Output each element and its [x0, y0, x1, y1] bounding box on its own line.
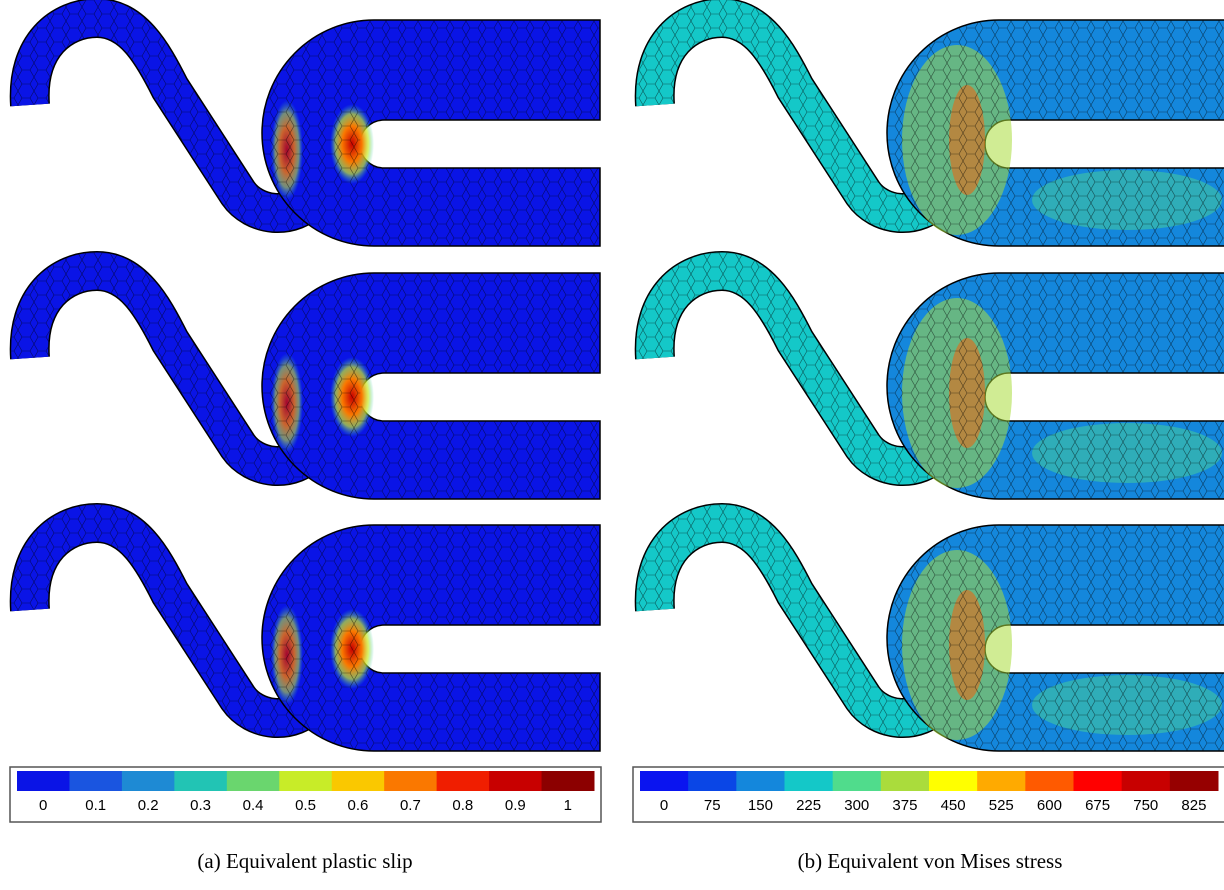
colorbar-segment: [784, 771, 834, 791]
colorbar-tick-label: 300: [844, 797, 869, 814]
colorbar-tick-label: 600: [1037, 797, 1062, 814]
colorbar-segment: [279, 771, 333, 791]
colorbar-segment: [977, 771, 1026, 791]
colorbar-segment: [121, 771, 175, 791]
colorbar-segment: [174, 771, 228, 791]
colorbar-segment: [688, 771, 737, 791]
colorbar-segment: [541, 771, 595, 791]
colorbar-tick-label: 150: [748, 797, 773, 814]
colorbar-segment: [1169, 771, 1219, 791]
colorbar-tick-label: 825: [1181, 797, 1206, 814]
colorbar-segment: [226, 771, 280, 791]
colorbar-segment: [1121, 771, 1171, 791]
colorbar-tick-label: 0.4: [243, 797, 264, 814]
specimen: [9, 502, 601, 752]
colorbar-tick-label: 0.6: [348, 797, 369, 814]
colorbar-tick-label: 0: [660, 797, 668, 814]
colorbar-segment: [1073, 771, 1123, 791]
colorbar-tick-label: 0.1: [85, 797, 106, 814]
colorbar-tick-label: 375: [892, 797, 917, 814]
colorbar-segment: [69, 771, 123, 791]
colorbar-tick-label: 0.9: [505, 797, 526, 814]
colorbar-tick-label: 0: [39, 797, 47, 814]
colorbar-tick-label: 225: [796, 797, 821, 814]
colorbar-tick-label: 0.2: [138, 797, 159, 814]
specimen: [9, 0, 601, 247]
colorbar-segment: [880, 771, 930, 791]
colorbar-tick-label: 0.5: [295, 797, 316, 814]
colorbar-segment: [640, 771, 689, 791]
colorbar-tick-label: 675: [1085, 797, 1110, 814]
specimen: [634, 502, 1224, 752]
colorbar-tick-label: 525: [989, 797, 1014, 814]
colorbar-frame: [9, 766, 602, 823]
colorbar-segment: [1025, 771, 1074, 791]
colorbar-frame: [632, 766, 1224, 823]
colorbar-tick-label: 1: [564, 797, 572, 814]
colorbar-tick-label: 0.8: [452, 797, 473, 814]
colorbar-segment: [17, 771, 70, 791]
specimen: [634, 0, 1224, 247]
colorbar-segment: [384, 771, 438, 791]
colorbar-tick-label: 0.7: [400, 797, 421, 814]
colorbar-segment: [736, 771, 785, 791]
colorbar-tick-label: 450: [941, 797, 966, 814]
caption: (b) Equivalent von Mises stress: [798, 849, 1063, 873]
specimen: [9, 250, 601, 500]
caption: (a) Equivalent plastic slip: [197, 849, 412, 873]
colorbar-tick-label: 75: [704, 797, 721, 814]
colorbar-tick-label: 0.3: [190, 797, 211, 814]
colorbar-tick-label: 750: [1133, 797, 1158, 814]
specimen: [634, 250, 1224, 500]
colorbar-segment: [489, 771, 543, 791]
colorbar-segment: [436, 771, 490, 791]
colorbar-segment: [832, 771, 882, 791]
colorbar-segment: [929, 771, 978, 791]
colorbar-segment: [331, 771, 385, 791]
